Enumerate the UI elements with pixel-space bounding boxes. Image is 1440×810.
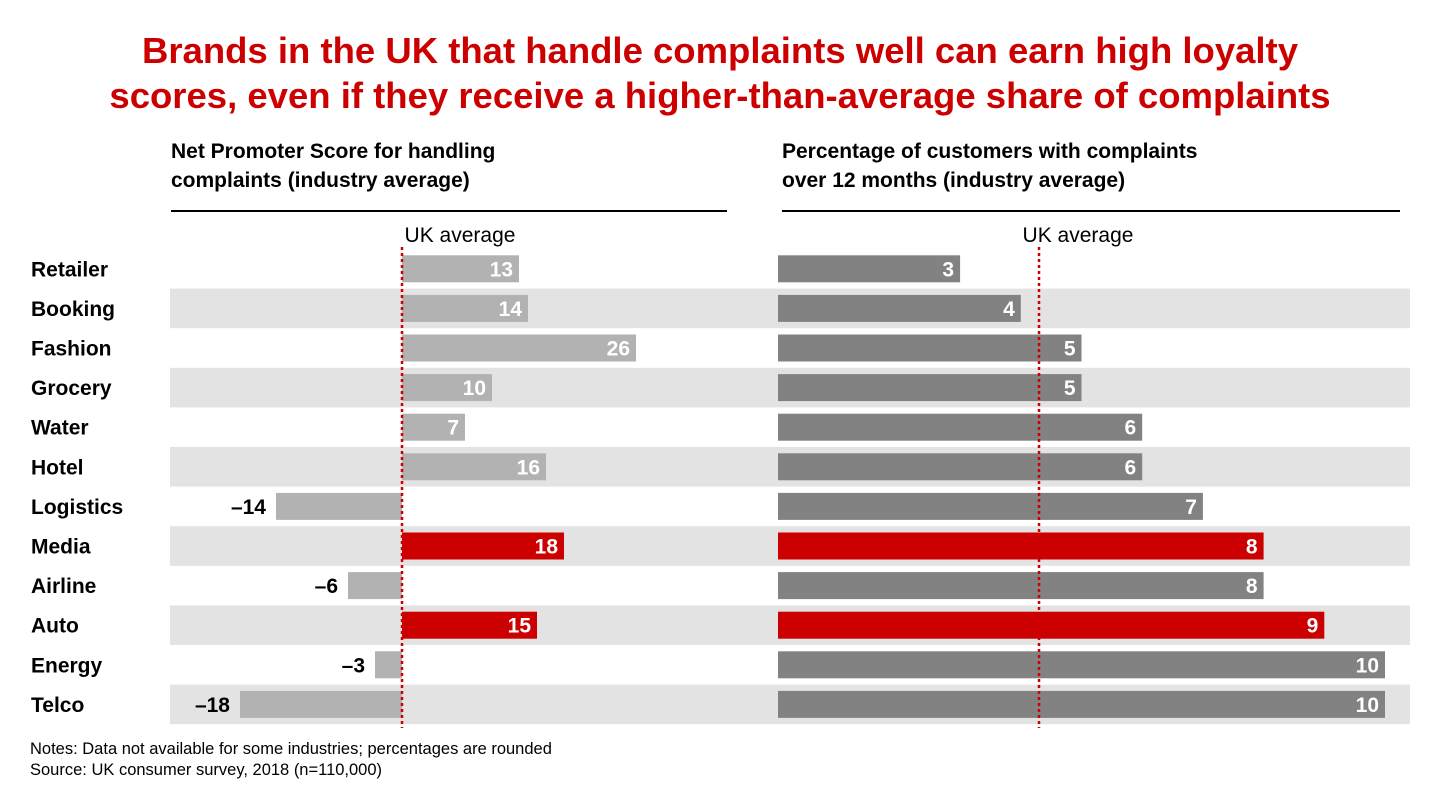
nps-value-label-water: 7	[447, 417, 459, 440]
complaints-value-label-booking: 4	[1003, 298, 1015, 321]
complaints-bar-logistics	[778, 492, 1203, 520]
complaints-panel-title-line-2: over 12 months (industry average)	[782, 169, 1126, 192]
category-label-media: Media	[31, 536, 91, 559]
complaints-panel-title: Percentage of customers with complaints …	[782, 137, 1197, 195]
complaints-bar-water	[778, 413, 1143, 441]
nps-bar-water	[402, 413, 465, 441]
complaints-value-label-auto: 9	[1307, 615, 1319, 638]
category-label-auto: Auto	[31, 615, 79, 638]
category-label-water: Water	[31, 417, 89, 440]
chart-title-line-1: Brands in the UK that handle complaints …	[141, 30, 1299, 71]
complaints-value-label-fashion: 5	[1064, 338, 1076, 361]
nps-value-label-media: 18	[535, 536, 559, 559]
complaints-value-label-energy: 10	[1356, 654, 1379, 677]
nps-bar-booking	[402, 294, 528, 322]
category-label-logistics: Logistics	[31, 496, 123, 519]
complaints-value-label-water: 6	[1125, 417, 1137, 440]
complaints-value-label-airline: 8	[1246, 575, 1258, 598]
complaints-bar-energy	[778, 651, 1385, 679]
chart-notes: Notes: Data not available for some indus…	[30, 739, 552, 781]
category-label-retailer: Retailer	[31, 258, 108, 281]
complaints-value-label-logistics: 7	[1185, 496, 1197, 519]
nps-panel-title-line-1: Net Promoter Score for handling	[171, 140, 496, 163]
category-label-hotel: Hotel	[31, 456, 84, 479]
complaints-bar-grocery	[778, 374, 1082, 402]
nps-uk-average-label: UK average	[404, 224, 516, 247]
notes-line: Notes: Data not available for some indus…	[30, 740, 552, 758]
category-label-energy: Energy	[31, 654, 103, 677]
complaints-panel-rule	[782, 210, 1400, 212]
category-label-airline: Airline	[31, 575, 96, 598]
nps-bar-grocery	[402, 374, 492, 402]
chart-title-line-2: scores, even if they receive a higher-th…	[109, 75, 1331, 116]
complaints-value-label-retailer: 3	[942, 258, 954, 281]
category-label-fashion: Fashion	[31, 338, 112, 361]
nps-panel-title-line-2: complaints (industry average)	[171, 169, 470, 192]
nps-value-label-hotel: 16	[517, 456, 540, 479]
complaints-bar-media	[778, 532, 1264, 560]
nps-value-label-fashion: 26	[607, 338, 630, 361]
complaints-bar-telco	[778, 690, 1385, 718]
complaints-bar-booking	[778, 294, 1021, 322]
complaints-bar-auto	[778, 611, 1325, 639]
complaints-bar-airline	[778, 572, 1264, 600]
complaints-value-label-grocery: 5	[1064, 377, 1076, 400]
nps-bar-media	[402, 532, 564, 560]
nps-value-label-energy: –3	[342, 654, 365, 677]
nps-bar-hotel	[402, 453, 546, 481]
nps-bar-telco	[240, 690, 402, 718]
nps-bar-logistics	[276, 492, 402, 520]
complaints-value-label-telco: 10	[1356, 694, 1379, 717]
complaints-uk-average-label: UK average	[1022, 224, 1134, 247]
complaints-value-label-media: 8	[1246, 536, 1258, 559]
source-line: Source: UK consumer survey, 2018 (n=110,…	[30, 761, 383, 779]
nps-value-label-airline: –6	[315, 575, 338, 598]
nps-value-label-grocery: 10	[463, 377, 486, 400]
complaints-value-label-hotel: 6	[1125, 456, 1137, 479]
nps-bar-fashion	[402, 334, 636, 362]
nps-bar-auto	[402, 611, 537, 639]
nps-panel-rule	[171, 210, 727, 212]
nps-bar-energy	[375, 651, 402, 679]
complaints-panel-title-line-1: Percentage of customers with complaints	[782, 140, 1198, 163]
nps-value-label-retailer: 13	[490, 258, 513, 281]
chart-title: Brands in the UK that handle complaints …	[0, 28, 1440, 118]
category-label-booking: Booking	[31, 298, 115, 321]
complaints-bar-fashion	[778, 334, 1082, 362]
nps-value-label-logistics: –14	[231, 496, 266, 519]
category-label-telco: Telco	[31, 694, 84, 717]
nps-value-label-booking: 14	[499, 298, 523, 321]
nps-value-label-auto: 15	[508, 615, 532, 638]
complaints-bar-hotel	[778, 453, 1143, 481]
category-label-grocery: Grocery	[31, 377, 112, 400]
complaints-bar-retailer	[778, 255, 961, 283]
nps-value-label-telco: –18	[195, 694, 230, 717]
nps-bar-airline	[348, 572, 402, 600]
nps-panel-title: Net Promoter Score for handling complain…	[171, 137, 495, 195]
nps-bar-retailer	[402, 255, 519, 283]
